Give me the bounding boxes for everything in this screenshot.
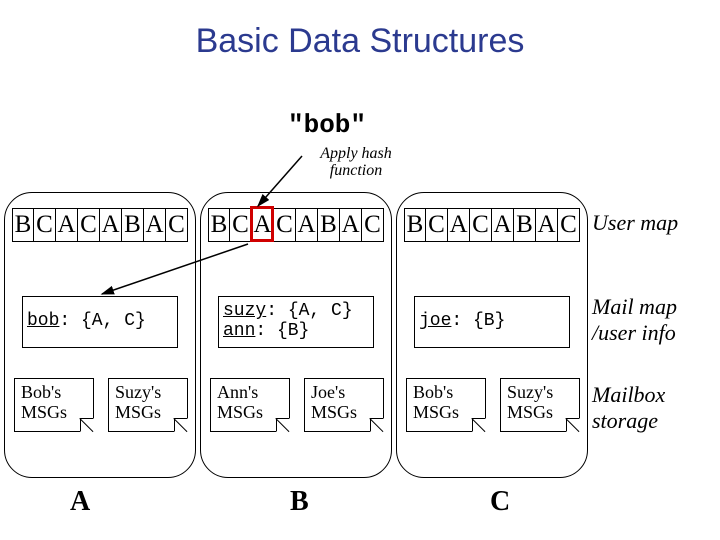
hash-cell: C [470,208,492,242]
row-label-mailbox: Mailbox storage [592,382,712,434]
mailmap-b: suzy: {A, C}ann: {B} [218,296,374,348]
panel-label-a: A [70,486,90,518]
hash-string-b: BCACABAC [208,208,384,242]
title: Basic Data Structures [0,22,720,61]
mailbox-box: Suzy'sMSGs [108,378,188,432]
hash-cell: C [78,208,100,242]
hash-cell: B [318,208,340,242]
hash-function-label: Apply hash function [296,146,416,180]
page-fold-icon [370,418,384,432]
hash-cell: C [426,208,448,242]
hash-cell: C [166,208,188,242]
bob-label: "bob" [288,110,366,140]
mailmap-line: suzy: {A, C} [223,302,373,322]
page-fold-icon [472,418,486,432]
hash-cell: A [536,208,558,242]
mailbox-box: Bob'sMSGs [14,378,94,432]
hash-cell: C [274,208,296,242]
mailmap-c: joe: {B} [414,296,570,348]
hash-cell: A [448,208,470,242]
panel-label-c: C [490,486,510,518]
hash-string-a: BCACABAC [12,208,188,242]
hash-cell: A [144,208,166,242]
hash-cell: B [514,208,536,242]
hash-cell: A [100,208,122,242]
mailmap-line: bob: {A, C} [27,312,177,332]
hash-cell: B [122,208,144,242]
mailbox-box: Bob'sMSGs [406,378,486,432]
hash-cell: A [56,208,78,242]
mailbox-box: Ann'sMSGs [210,378,290,432]
row-label-mailmap: Mail map /user info [592,294,716,346]
hash-cell: C [230,208,252,242]
page-fold-icon [80,418,94,432]
page-fold-icon [566,418,580,432]
row-label-usermap: User map [592,210,678,236]
mailbox-box: Suzy'sMSGs [500,378,580,432]
hash-cell: B [12,208,34,242]
page-fold-icon [276,418,290,432]
hash-cell: B [404,208,426,242]
panel-label-b: B [290,486,309,518]
hash-cell: A [296,208,318,242]
hash-cell: A [492,208,514,242]
hash-string-c: BCACABAC [404,208,580,242]
mailmap-line: joe: {B} [419,312,569,332]
hash-cell: A [252,208,274,242]
page-fold-icon [174,418,188,432]
hash-cell: C [558,208,580,242]
mailmap-a: bob: {A, C} [22,296,178,348]
hash-cell: C [362,208,384,242]
hash-cell: C [34,208,56,242]
mailmap-line: ann: {B} [223,322,373,342]
hash-cell: B [208,208,230,242]
hash-cell: A [340,208,362,242]
mailbox-box: Joe'sMSGs [304,378,384,432]
